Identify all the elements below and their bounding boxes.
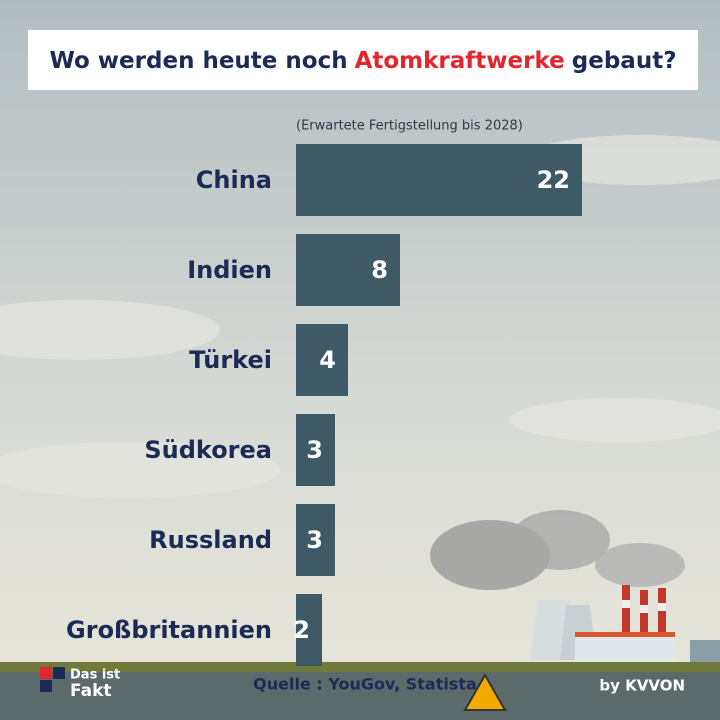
road: [0, 672, 720, 720]
category-label: Südkorea: [144, 436, 272, 464]
title-part: Atomkraftwerke: [355, 48, 565, 74]
warning-sign: [463, 672, 507, 711]
value-label: 3: [306, 526, 323, 554]
title-box: [28, 30, 698, 90]
bar: [296, 144, 582, 216]
chart-title: Wo werden heute noch Atomkraftwerke gebaut…: [49, 48, 676, 74]
logo-square: [53, 667, 65, 679]
bar: [296, 504, 335, 576]
value-label: 8: [371, 256, 388, 284]
logo-text: Fakt: [70, 681, 112, 701]
category-label: China: [196, 166, 272, 194]
title-part: gebaut?: [572, 48, 677, 74]
bar: [296, 594, 322, 666]
bar: [296, 414, 335, 486]
credit: by KVVON: [599, 677, 685, 695]
category-label: Russland: [149, 526, 272, 554]
category-label: Großbritannien: [66, 616, 272, 644]
subtitle: (Erwartete Fertigstellung bis 2028): [296, 119, 523, 134]
value-label: 2: [293, 616, 310, 644]
value-label: 3: [306, 436, 323, 464]
category-label: Türkei: [189, 346, 272, 374]
bar: [296, 234, 400, 306]
value-label: 4: [319, 346, 336, 374]
power-plant: [430, 510, 720, 665]
source: Quelle : YouGov, Statista: [253, 675, 477, 694]
logo-square: [40, 667, 52, 679]
value-label: 22: [537, 166, 570, 194]
category-label: Indien: [187, 256, 272, 284]
title-part: Wo werden heute noch: [49, 48, 347, 74]
logo-square: [40, 680, 52, 692]
bars: China 22 Indien 8 Türkei 4 Südkorea 3 Russland 3 G…: [66, 144, 582, 666]
logo-text: Das ist: [70, 668, 120, 683]
bar: [296, 324, 348, 396]
